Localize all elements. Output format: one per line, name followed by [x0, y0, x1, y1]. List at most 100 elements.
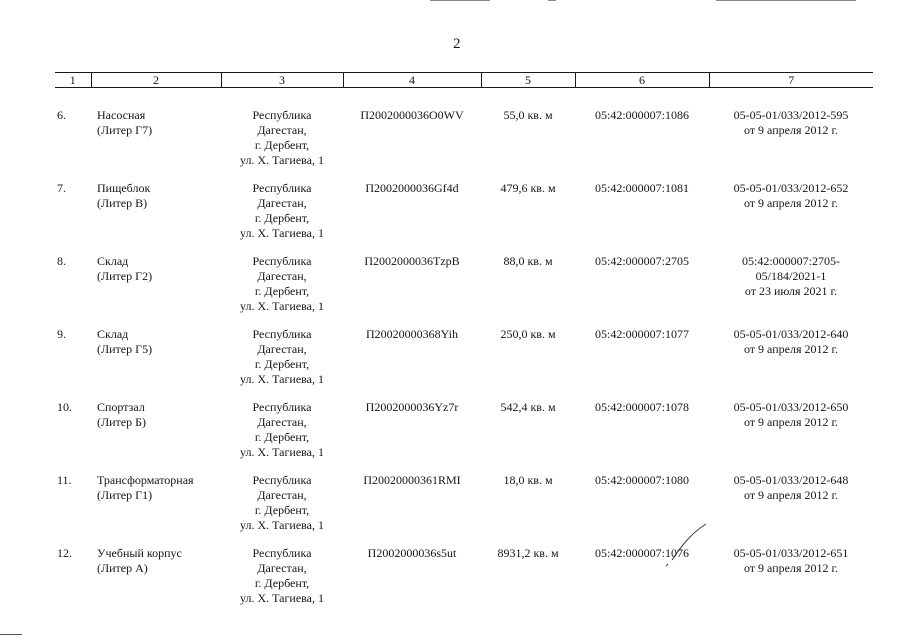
object-area: 88,0 кв. м: [503, 254, 553, 268]
object-name-line: Склад: [97, 254, 129, 268]
cadastral-number: 05:42:000007:2705: [594, 254, 689, 268]
object-name: Учебный корпус (Литер А): [91, 546, 221, 619]
object-name: Склад (Литер Г2): [91, 254, 221, 327]
object-address-line: Дагестан,: [257, 123, 307, 137]
scan-artifact-bottom-left: [0, 634, 22, 635]
registration-record-line: от 9 апреля 2012 г.: [743, 123, 839, 137]
registration-record: 05-05-01/033/2012-640 от 9 апреля 2012 г.: [709, 327, 873, 400]
object-address-line: Республика: [252, 546, 312, 560]
column-number-1: 1: [55, 72, 91, 88]
pen-mark-icon: [665, 523, 707, 567]
registration-record-line: от 9 апреля 2012 г.: [743, 342, 839, 356]
object-address-line: Дагестан,: [257, 415, 307, 429]
registry-code: П2002000036Yz7r: [365, 400, 459, 414]
object-name-line: Спортзал: [97, 400, 145, 414]
registration-record-line: 05-05-01/033/2012-651: [733, 546, 849, 560]
registration-record: 05-05-01/033/2012-595 от 9 апреля 2012 г.: [709, 108, 873, 181]
object-name-line: (Литер Г7): [97, 123, 153, 137]
object-address: Республика Дагестан, г. Дербент, ул. Х. Таг…: [221, 254, 343, 327]
page-number: 2: [453, 36, 461, 52]
object-address-line: Республика: [252, 181, 312, 195]
column-number-6: 6: [574, 72, 709, 88]
property-table-body: 6. Насосная (Литер Г7) Республика Дагестан, г…: [55, 88, 873, 620]
object-area: 479,6 кв. м: [500, 181, 556, 195]
object-name-line: Трансформаторная: [97, 473, 194, 487]
object-address-line: г. Дербент,: [254, 357, 310, 371]
object-address-line: Республика: [252, 400, 312, 414]
object-address-line: Республика: [252, 473, 312, 487]
object-area: 8931,2 кв. м: [497, 546, 559, 560]
object-name: Насосная (Литер Г7): [91, 108, 221, 181]
cadastral-number: 05:42:000007:1076: [594, 546, 689, 560]
registration-record-line: от 9 апреля 2012 г.: [743, 196, 839, 210]
property-table-container: 1 2 3 4 5 6 7 6. Насосная (Литер Г7) Респуб…: [55, 72, 873, 619]
row-number: 7.: [57, 181, 66, 195]
object-address-line: г. Дербент,: [254, 284, 310, 298]
registration-record-line: от 9 апреля 2012 г.: [743, 488, 839, 502]
column-number-3: 3: [220, 72, 343, 88]
object-address-line: ул. Х. Тагиева, 1: [240, 226, 324, 240]
object-address: Республика Дагестан, г. Дербент, ул. Х. Таг…: [221, 473, 343, 546]
object-address-line: Дагестан,: [257, 269, 307, 283]
object-name-line: Склад: [97, 327, 129, 341]
object-address: Республика Дагестан, г. Дербент, ул. Х. Таг…: [221, 181, 343, 254]
object-address-line: г. Дербент,: [254, 138, 310, 152]
object-name: Пищеблок (Литер В): [91, 181, 221, 254]
registry-code: П2002000036О0WV: [360, 108, 464, 122]
registration-record-line: от 9 апреля 2012 г.: [743, 415, 839, 429]
registration-record-line: от 23 июля 2021 г.: [744, 284, 838, 298]
table-spacer-row: [55, 88, 873, 109]
object-area: 18,0 кв. м: [503, 473, 553, 487]
object-address-line: Республика: [252, 254, 312, 268]
column-number-7: 7: [708, 72, 873, 88]
registration-record-line: от 9 апреля 2012 г.: [743, 561, 839, 575]
object-name-line: Насосная: [97, 108, 146, 122]
object-address-line: г. Дербент,: [254, 576, 310, 590]
object-address-line: Республика: [252, 327, 312, 341]
object-name-line: (Литер Г2): [97, 269, 153, 283]
object-name-line: (Литер В): [97, 196, 148, 210]
object-area: 542,4 кв. м: [500, 400, 556, 414]
object-name-line: (Литер Г5): [97, 342, 153, 356]
cadastral-number: 05:42:000007:1086: [594, 108, 689, 122]
table-row: 11. Трансформаторная (Литер Г1) Республика Д…: [55, 473, 873, 546]
table-spacer-cell: [55, 88, 873, 109]
column-number-5: 5: [480, 72, 575, 88]
row-number: 6.: [57, 108, 66, 122]
object-name: Спортзал (Литер Б): [91, 400, 221, 473]
property-table: 1 2 3 4 5 6 7 6. Насосная (Литер Г7) Респуб…: [55, 72, 873, 619]
column-number-4: 4: [342, 72, 481, 88]
cadastral-number: 05:42:000007:1081: [594, 181, 689, 195]
object-address-line: Дагестан,: [257, 488, 307, 502]
object-address-line: Дагестан,: [257, 196, 307, 210]
object-area: 250,0 кв. м: [500, 327, 556, 341]
table-row: 9. Склад (Литер Г5) Республика Дагестан, г. Д…: [55, 327, 873, 400]
registration-record-line: 05-05-01/033/2012-640: [733, 327, 849, 341]
object-address-line: ул. Х. Тагиева, 1: [240, 299, 324, 313]
registry-code: П2002000036s5ut: [367, 546, 457, 560]
object-address-line: ул. Х. Тагиева, 1: [240, 518, 324, 532]
row-number: 11.: [57, 473, 72, 487]
registration-record-line: 05-05-01/033/2012-652: [733, 181, 849, 195]
cadastral-number: 05:42:000007:1078: [594, 400, 689, 414]
registration-record: 05:42:000007:2705- 05/184/2021-1 от 23 июл…: [709, 254, 873, 327]
object-address-line: ул. Х. Тагиева, 1: [240, 591, 324, 605]
object-address-line: ул. Х. Тагиева, 1: [240, 153, 324, 167]
registration-record-line: 05-05-01/033/2012-648: [733, 473, 849, 487]
registration-record-line: 05-05-01/033/2012-650: [733, 400, 849, 414]
object-area: 55,0 кв. м: [503, 108, 553, 122]
column-number-2: 2: [90, 72, 221, 88]
table-row: 7. Пищеблок (Литер В) Республика Дагестан, г.…: [55, 181, 873, 254]
object-address-line: Республика: [252, 108, 312, 122]
object-name-line: Пищеблок: [97, 181, 151, 195]
cadastral-number: 05:42:000007:1080: [594, 473, 689, 487]
object-address-line: г. Дербент,: [254, 211, 310, 225]
registration-record-line: 05-05-01/033/2012-595: [733, 108, 849, 122]
table-row: 6. Насосная (Литер Г7) Республика Дагестан, г…: [55, 108, 873, 181]
registration-record-line: 05/184/2021-1: [755, 269, 827, 283]
registration-record-line: 05:42:000007:2705-: [742, 254, 840, 268]
registration-record: 05-05-01/033/2012-652 от 9 апреля 2012 г.: [709, 181, 873, 254]
registration-record: 05-05-01/033/2012-648 от 9 апреля 2012 г.: [709, 473, 873, 546]
registry-code: П20020000361RMI: [363, 473, 461, 487]
table-row: 10. Спортзал (Литер Б) Республика Дагестан, г…: [55, 400, 873, 473]
